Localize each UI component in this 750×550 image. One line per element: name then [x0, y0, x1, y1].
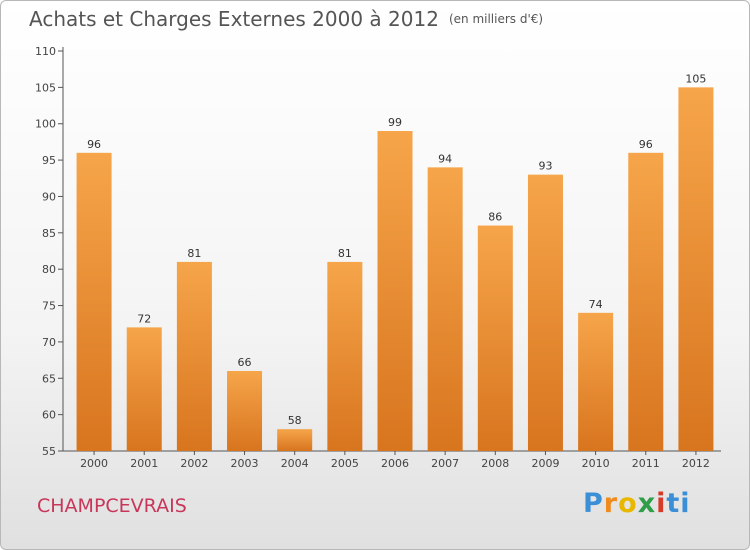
y-tick-label: 85 — [42, 227, 56, 240]
logo-letter: r — [603, 488, 619, 519]
x-tick-label: 2001 — [130, 457, 158, 470]
y-tick-label: 110 — [35, 45, 56, 58]
bar-value-label: 99 — [388, 116, 402, 129]
bar — [176, 261, 212, 451]
bar-value-label: 96 — [87, 138, 101, 151]
chart-title: Achats et Charges Externes 2000 à 2012 (e… — [29, 7, 543, 31]
x-tick-label: 2008 — [481, 457, 509, 470]
bar — [427, 167, 463, 451]
y-tick-label: 90 — [42, 190, 56, 203]
bar — [377, 131, 413, 451]
logo-letter: x — [637, 488, 657, 519]
x-tick-label: 2004 — [281, 457, 309, 470]
bar — [327, 261, 363, 451]
x-tick-label: 2011 — [632, 457, 660, 470]
bar-value-label: 96 — [639, 138, 653, 151]
x-tick-label: 2005 — [331, 457, 359, 470]
bar — [527, 174, 563, 452]
bar-value-label: 93 — [538, 160, 552, 173]
logo-letter: o — [618, 488, 638, 519]
x-tick-label: 2010 — [582, 457, 610, 470]
x-tick-label: 2007 — [431, 457, 459, 470]
bar — [578, 312, 614, 451]
logo-letter: ti — [666, 488, 691, 519]
bar-value-label: 86 — [488, 211, 502, 224]
bar-value-label: 81 — [338, 247, 352, 260]
bar-value-label: 72 — [137, 312, 151, 325]
bar — [126, 327, 162, 451]
bar — [277, 429, 313, 451]
x-tick-label: 2000 — [80, 457, 108, 470]
y-tick-label: 105 — [35, 81, 56, 94]
bar-value-label: 66 — [238, 356, 252, 369]
x-tick-label: 2009 — [531, 457, 559, 470]
title-unit: (en milliers d'€) — [448, 12, 544, 26]
bar — [628, 152, 664, 451]
y-tick-label: 100 — [35, 118, 56, 131]
y-tick-label: 70 — [42, 336, 56, 349]
bar-value-label: 105 — [685, 72, 706, 85]
bar-value-label: 74 — [589, 298, 603, 311]
x-tick-label: 2012 — [682, 457, 710, 470]
y-tick-label: 95 — [42, 154, 56, 167]
y-tick-label: 60 — [42, 409, 56, 422]
logo-letter: i — [656, 488, 667, 519]
y-tick-label: 80 — [42, 263, 56, 276]
x-tick-label: 2002 — [180, 457, 208, 470]
bar — [678, 87, 714, 451]
x-tick-label: 2003 — [231, 457, 259, 470]
proxiti-logo: Proxiti — [583, 488, 691, 519]
y-tick-label: 65 — [42, 372, 56, 385]
y-tick-label: 75 — [42, 300, 56, 313]
y-tick-label: 55 — [42, 445, 56, 458]
x-tick-label: 2006 — [381, 457, 409, 470]
title-text: Achats et Charges Externes 2000 à 2012 — [29, 7, 439, 31]
bar — [477, 225, 513, 451]
bar-value-label: 58 — [288, 414, 302, 427]
bar-value-label: 94 — [438, 152, 452, 165]
logo-letter: P — [583, 488, 604, 519]
bar — [76, 152, 112, 451]
bar — [227, 371, 263, 451]
bar-value-label: 81 — [187, 247, 201, 260]
town-name: CHAMPCEVRAIS — [37, 495, 187, 517]
